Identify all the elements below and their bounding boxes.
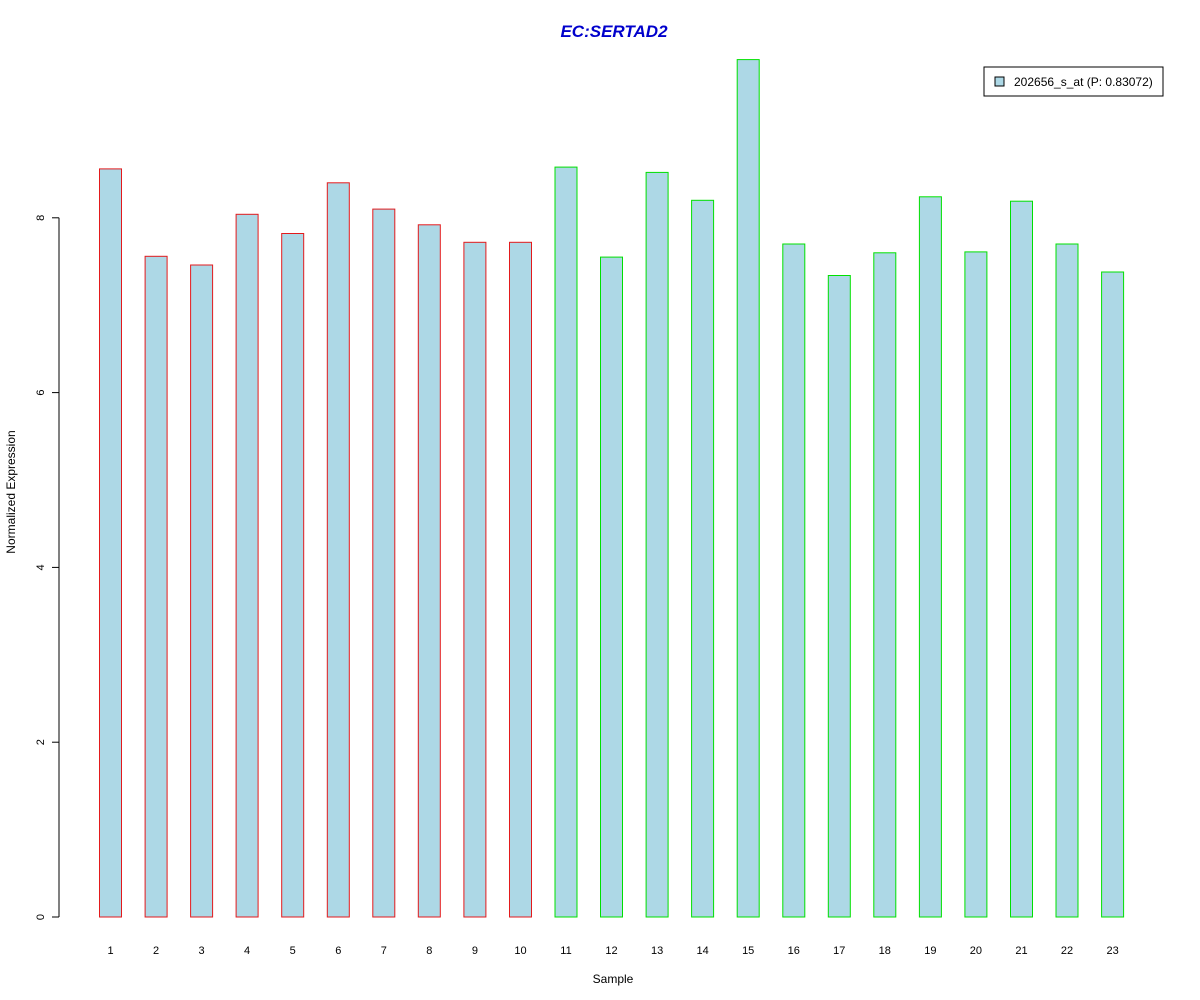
- x-tick-label: 14: [696, 945, 708, 957]
- x-tick-label: 20: [970, 945, 982, 957]
- y-axis-title: Normalized Expression: [4, 430, 18, 553]
- x-tick-label: 7: [381, 945, 387, 957]
- y-tick-label: 4: [35, 564, 47, 570]
- x-tick-label: 15: [742, 945, 754, 957]
- legend-label: 202656_s_at (P: 0.83072): [1014, 75, 1153, 89]
- bar-sample-10: [509, 241, 532, 918]
- chart-title: EC:SERTAD2: [560, 22, 668, 41]
- bar-sample-2: [144, 255, 168, 918]
- x-tick-label: 12: [605, 945, 617, 957]
- bar-sample-16: [782, 243, 806, 918]
- bar-sample-4: [235, 213, 259, 918]
- bar-sample-23: [1101, 271, 1125, 918]
- x-tick-labels: 1 2 3 4 5 6 7 8 9 10 11 12 13 14 15 16 17 18 19 20 21 22 23: [107, 945, 1118, 957]
- bar-sample-14: [691, 199, 715, 918]
- x-tick-label: 8: [426, 945, 432, 957]
- x-tick-label: 18: [879, 945, 891, 957]
- bar-sample-18: [873, 252, 897, 918]
- y-tick-label: 0: [35, 914, 47, 920]
- x-tick-label: 5: [290, 945, 296, 957]
- bar-sample-19: [918, 196, 942, 918]
- x-tick-label: 1: [107, 945, 113, 957]
- x-tick-label: 13: [651, 945, 663, 957]
- x-tick-label: 17: [833, 945, 845, 957]
- bar-sample-6: [326, 182, 350, 918]
- x-tick-label: 4: [244, 945, 250, 957]
- y-tick-label: 8: [35, 215, 47, 221]
- legend: 202656_s_at (P: 0.83072): [983, 66, 1164, 97]
- x-tick-label: 9: [472, 945, 478, 957]
- x-tick-label: 2: [153, 945, 159, 957]
- bar-sample-20: [964, 251, 988, 918]
- y-axis: 0 2 4 6 8: [35, 215, 60, 920]
- x-tick-label: 16: [788, 945, 800, 957]
- bar-sample-7: [372, 208, 396, 918]
- bar-sample-17: [827, 275, 851, 918]
- x-tick-label: 21: [1015, 945, 1027, 957]
- bar-sample-21: [1010, 200, 1033, 918]
- bar-sample-15: [736, 59, 760, 918]
- x-tick-label: 3: [199, 945, 205, 957]
- x-tick-label: 11: [560, 945, 571, 957]
- bar-sample-22: [1055, 243, 1079, 918]
- x-tick-label: 23: [1106, 945, 1118, 957]
- x-tick-label: 19: [924, 945, 936, 957]
- bar-sample-8: [417, 224, 441, 918]
- y-tick-label: 6: [35, 390, 47, 396]
- y-tick-label: 2: [35, 739, 47, 745]
- bar-sample-9: [463, 241, 487, 918]
- bar-sample-1: [99, 168, 122, 918]
- bar-sample-11: [554, 166, 578, 918]
- x-tick-label: 10: [514, 945, 526, 957]
- bar-sample-5: [281, 233, 305, 918]
- bar-sample-12: [600, 256, 623, 918]
- legend-swatch: [994, 76, 1005, 87]
- x-tick-label: 6: [335, 945, 341, 957]
- bar-sample-13: [645, 171, 669, 918]
- legend-box: [983, 66, 1164, 97]
- bars-group: [99, 59, 1125, 918]
- x-tick-label: 22: [1061, 945, 1073, 957]
- bar-sample-3: [190, 264, 214, 918]
- x-axis-title: Sample: [593, 972, 634, 986]
